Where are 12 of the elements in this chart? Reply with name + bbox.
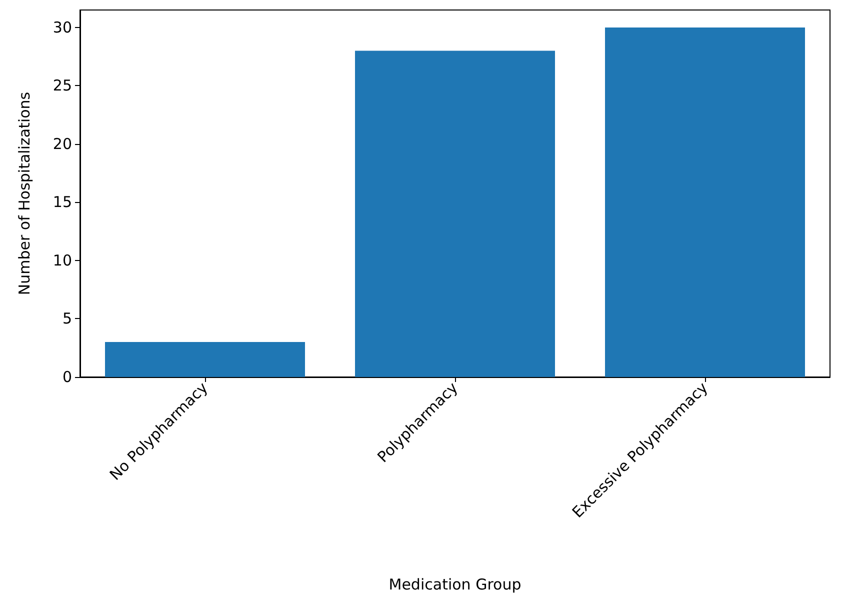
y-tick-label: 5 (62, 310, 72, 328)
y-tick-label: 30 (52, 18, 72, 36)
bar (605, 27, 805, 377)
y-tick-label: 10 (52, 251, 72, 270)
x-axis-title: Medication Group (388, 576, 522, 594)
y-tick-label: 25 (52, 76, 72, 95)
y-tick-label: 0 (62, 368, 72, 386)
bar (105, 342, 305, 377)
y-tick-label: 20 (52, 134, 72, 153)
bar (355, 50, 555, 377)
y-axis-title: Number of Hospitalizations (16, 92, 34, 296)
y-tick-label: 15 (52, 193, 72, 212)
